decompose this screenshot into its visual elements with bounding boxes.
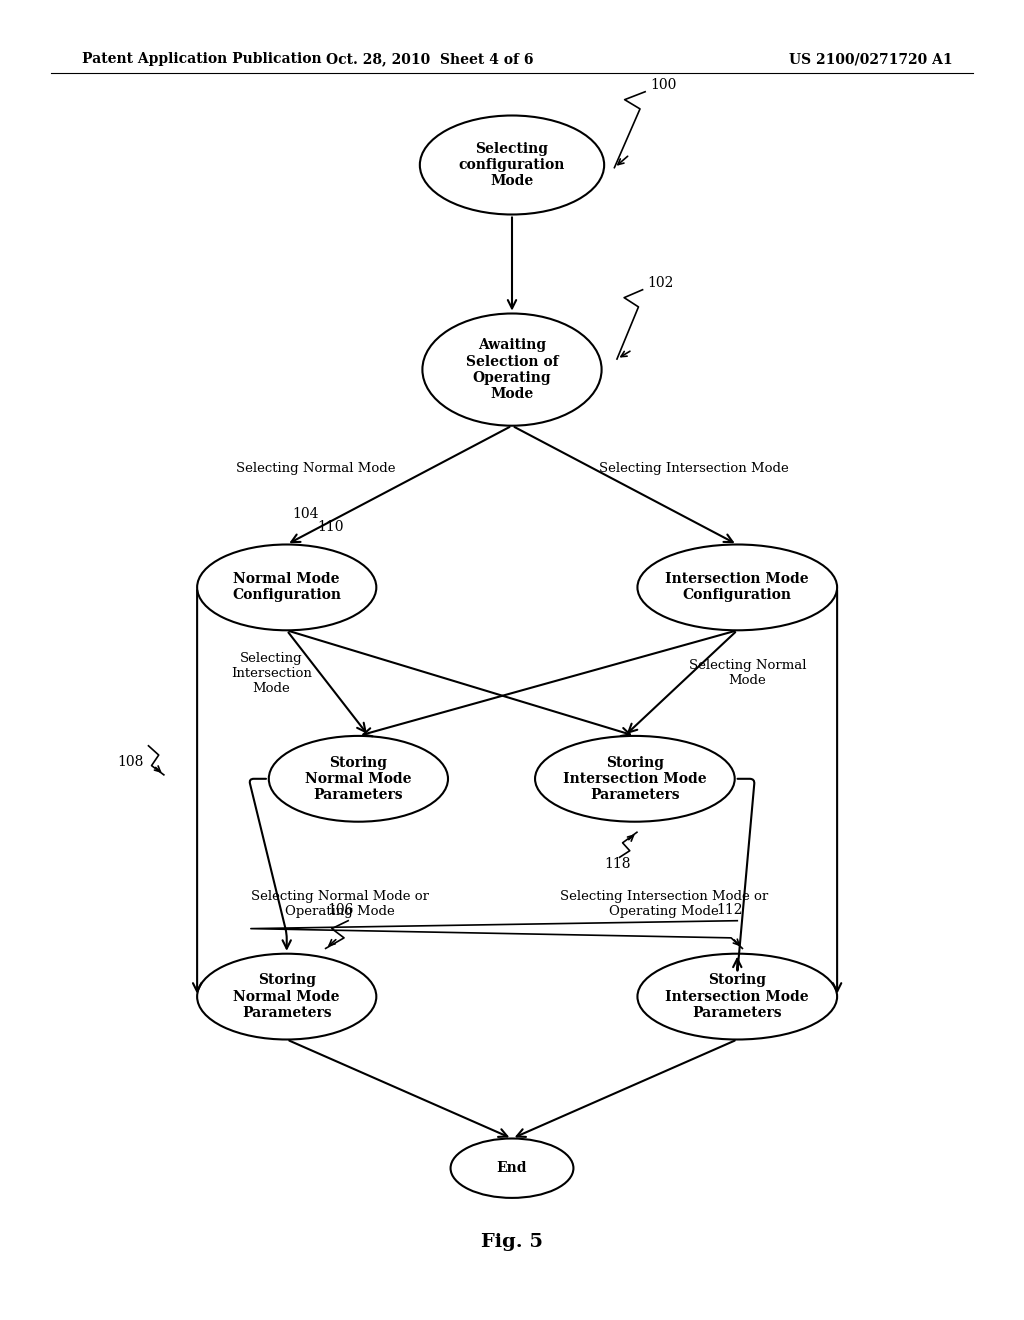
- Text: Selecting Intersection Mode or
Operating Mode: Selecting Intersection Mode or Operating…: [560, 890, 768, 919]
- Text: 106: 106: [328, 903, 354, 917]
- Ellipse shape: [197, 544, 377, 631]
- Text: Selecting Normal Mode or
Operating Mode: Selecting Normal Mode or Operating Mode: [251, 890, 429, 919]
- Text: Patent Application Publication: Patent Application Publication: [82, 53, 322, 66]
- Text: 118: 118: [604, 857, 631, 871]
- Text: Selecting
configuration
Mode: Selecting configuration Mode: [459, 141, 565, 189]
- Text: 112: 112: [717, 903, 743, 917]
- Text: 108: 108: [118, 755, 144, 768]
- Ellipse shape: [637, 544, 838, 631]
- Text: Fig. 5: Fig. 5: [481, 1233, 543, 1251]
- Text: Selecting Normal Mode: Selecting Normal Mode: [236, 462, 395, 475]
- Ellipse shape: [420, 116, 604, 214]
- Text: End: End: [497, 1162, 527, 1175]
- Text: 102: 102: [648, 276, 674, 290]
- Text: Selecting
Intersection
Mode: Selecting Intersection Mode: [231, 652, 311, 694]
- Ellipse shape: [451, 1138, 573, 1199]
- Ellipse shape: [637, 953, 838, 1040]
- Text: Selecting Normal
Mode: Selecting Normal Mode: [689, 659, 806, 688]
- Text: Storing
Normal Mode
Parameters: Storing Normal Mode Parameters: [305, 755, 412, 803]
- Text: Oct. 28, 2010  Sheet 4 of 6: Oct. 28, 2010 Sheet 4 of 6: [327, 53, 534, 66]
- Text: Intersection Mode
Configuration: Intersection Mode Configuration: [666, 573, 809, 602]
- Text: Storing
Intersection Mode
Parameters: Storing Intersection Mode Parameters: [563, 755, 707, 803]
- Ellipse shape: [422, 314, 602, 425]
- Text: Storing
Intersection Mode
Parameters: Storing Intersection Mode Parameters: [666, 973, 809, 1020]
- Text: Selecting Intersection Mode: Selecting Intersection Mode: [599, 462, 788, 475]
- Text: Awaiting
Selection of
Operating
Mode: Awaiting Selection of Operating Mode: [466, 338, 558, 401]
- Ellipse shape: [268, 737, 449, 821]
- Text: 110: 110: [317, 520, 344, 535]
- Ellipse shape: [197, 953, 377, 1040]
- Text: Storing
Normal Mode
Parameters: Storing Normal Mode Parameters: [233, 973, 340, 1020]
- Text: US 2100/0271720 A1: US 2100/0271720 A1: [788, 53, 952, 66]
- Text: 104: 104: [292, 507, 318, 521]
- Text: 100: 100: [650, 78, 677, 92]
- Ellipse shape: [535, 737, 735, 821]
- Text: Normal Mode
Configuration: Normal Mode Configuration: [232, 573, 341, 602]
